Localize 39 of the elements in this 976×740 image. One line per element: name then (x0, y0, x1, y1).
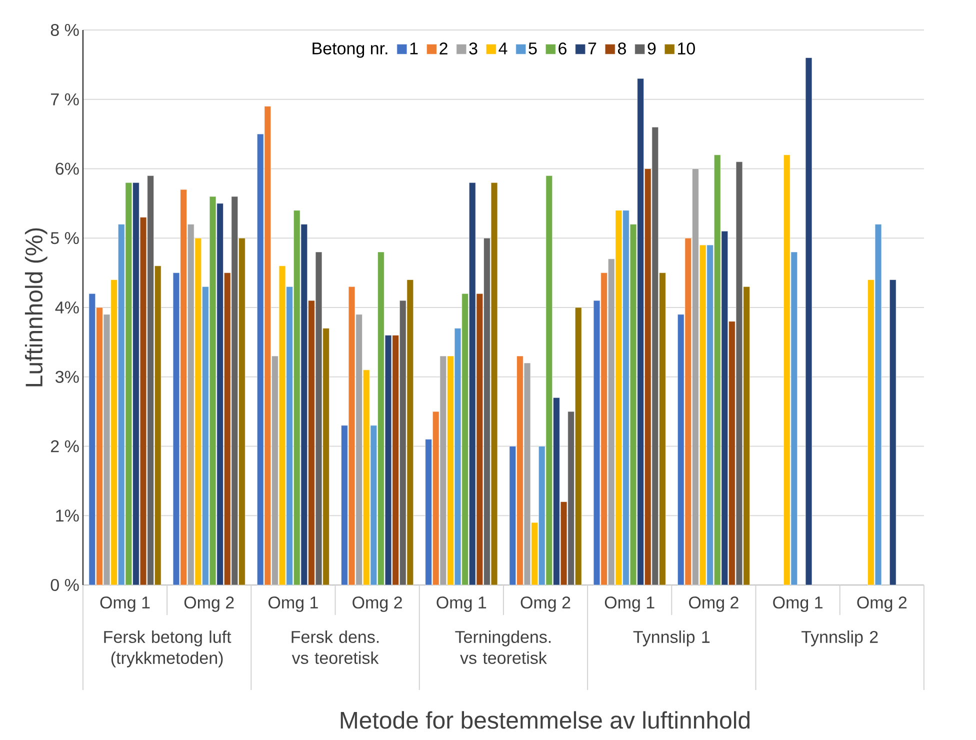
x-tick-label: Omg 2 (689, 596, 738, 612)
y-tick-label: 0 % (50, 578, 79, 592)
text: Fersk dens. vs teoretisk (292, 630, 379, 664)
y-tick-label: 6% (56, 162, 79, 175)
x-tick-label: Omg 1 (268, 596, 318, 612)
x-tick-label: Omg 1 (100, 596, 150, 612)
legend-label: 5 (528, 42, 537, 54)
y-tick-label: 7 % (51, 93, 79, 106)
text: Tynnslip 2 (801, 630, 878, 646)
legend-label: 1 (410, 42, 418, 54)
x-tick-label: Omg 2 (857, 596, 907, 612)
text: Tynnslip 1 (633, 630, 710, 646)
x-tick-label: Omg 1 (604, 596, 654, 612)
legend-label: 6 (558, 42, 566, 55)
x-tick-label: Omg 2 (184, 596, 234, 612)
y-tick-label: 5 % (50, 232, 79, 244)
y-tick-label: 3% (56, 370, 79, 383)
y-axis-title: Luftinnhold (%) (24, 228, 48, 386)
x-tick-label: Omg 2 (352, 596, 402, 612)
y-tick-label: 8 % (50, 24, 79, 36)
legend-label: 3 (469, 42, 478, 55)
x-tick-label: Omg 2 (520, 596, 570, 612)
x-tick-label: Omg 1 (773, 596, 822, 612)
x-axis-title: Metode for bestemmelse av luftinnhold (340, 711, 750, 729)
bar (890, 280, 896, 586)
bar (805, 58, 812, 586)
text: Terningdens. vs teoretisk (455, 630, 551, 664)
legend-label: 2 (440, 42, 448, 54)
legend-label: 9 (648, 42, 656, 55)
legend-label: 8 (618, 42, 626, 55)
legend-label: 10 (678, 42, 695, 55)
y-tick-label: 1% (56, 510, 79, 522)
y-tick-label: 4% (55, 302, 79, 314)
text: Fersk betong luft (trykkmetoden) (104, 630, 232, 668)
legend-label: 7 (588, 42, 596, 54)
x-tick-label: Omg 1 (436, 596, 486, 612)
legend-label: 4 (498, 42, 508, 54)
legend-title: Betong nr. (312, 42, 388, 58)
y-tick-label: 2 % (51, 440, 79, 452)
